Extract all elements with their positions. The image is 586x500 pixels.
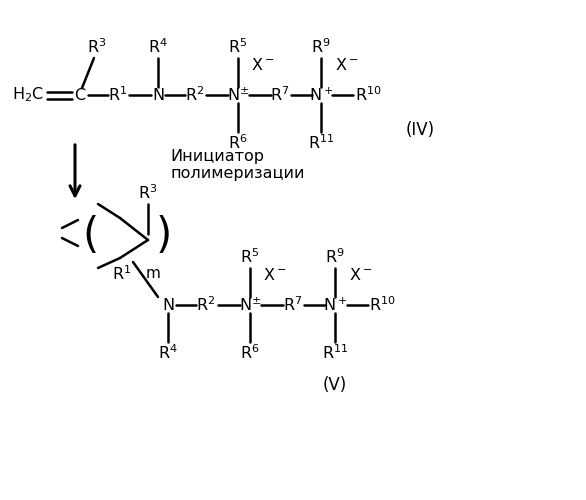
Text: X$^-$: X$^-$	[335, 57, 359, 73]
Text: R$^6$: R$^6$	[228, 134, 248, 152]
Text: N$^+$: N$^+$	[323, 296, 347, 314]
Text: R$^9$: R$^9$	[325, 248, 345, 266]
Text: (IV): (IV)	[406, 121, 435, 139]
Text: N$^{\pm}$: N$^{\pm}$	[239, 296, 261, 314]
Text: R$^6$: R$^6$	[240, 344, 260, 362]
Text: H$_2$C: H$_2$C	[12, 86, 44, 104]
Text: R$^1$: R$^1$	[113, 264, 132, 283]
Text: R$^1$: R$^1$	[108, 86, 128, 104]
Text: X$^-$: X$^-$	[349, 267, 373, 283]
Text: R$^3$: R$^3$	[87, 38, 107, 56]
Text: R$^{11}$: R$^{11}$	[322, 344, 348, 362]
Text: R$^2$: R$^2$	[196, 296, 216, 314]
Text: R$^{10}$: R$^{10}$	[369, 296, 396, 314]
Text: N: N	[162, 298, 174, 312]
Text: C: C	[74, 88, 86, 102]
Text: X$^-$: X$^-$	[263, 267, 287, 283]
Text: N$^+$: N$^+$	[309, 86, 333, 104]
Text: R$^4$: R$^4$	[158, 344, 178, 362]
Text: R$^7$: R$^7$	[283, 296, 303, 314]
Text: R$^2$: R$^2$	[185, 86, 205, 104]
Text: R$^5$: R$^5$	[240, 248, 260, 266]
Text: R$^4$: R$^4$	[148, 38, 168, 56]
Text: (: (	[82, 215, 98, 257]
Text: X$^-$: X$^-$	[251, 57, 275, 73]
Text: N: N	[152, 88, 164, 102]
Text: N$^{\pm}$: N$^{\pm}$	[227, 86, 249, 104]
Text: R$^{10}$: R$^{10}$	[355, 86, 381, 104]
Text: R$^5$: R$^5$	[229, 38, 248, 56]
Text: (V): (V)	[323, 376, 347, 394]
Text: R$^{11}$: R$^{11}$	[308, 134, 334, 152]
Text: ): )	[156, 215, 172, 257]
Text: Инициатор
полимеризации: Инициатор полимеризации	[170, 149, 305, 181]
Text: R$^7$: R$^7$	[270, 86, 289, 104]
Text: m: m	[145, 266, 161, 281]
Text: R$^3$: R$^3$	[138, 184, 158, 203]
Text: R$^9$: R$^9$	[311, 38, 331, 56]
